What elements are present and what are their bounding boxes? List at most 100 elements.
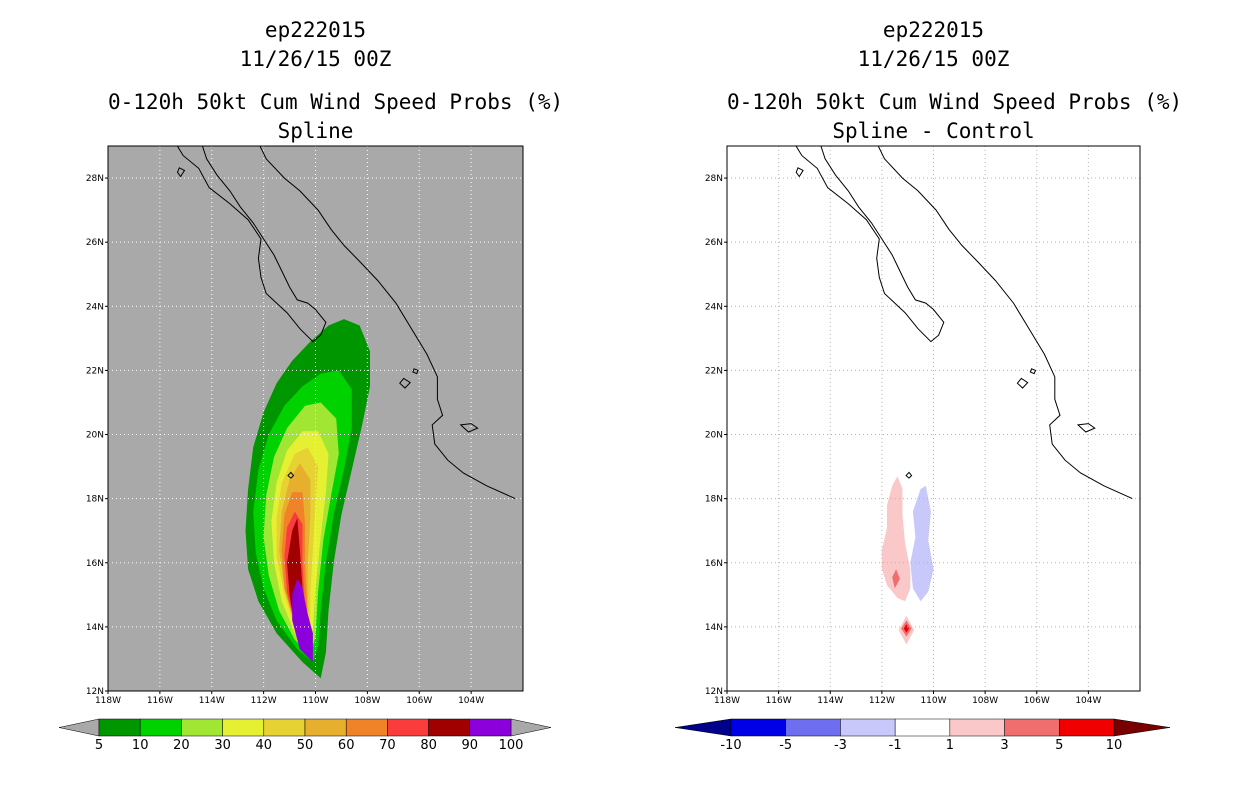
colorbar-low-arrow — [58, 718, 100, 737]
colorbar-swatch-4 — [263, 718, 306, 737]
y-tick-label: 22N — [86, 366, 104, 376]
colorbar-label: -3 — [834, 738, 847, 753]
y-tick-label: 18N — [705, 495, 723, 505]
colorbar-swatch-0 — [730, 718, 786, 737]
x-tick-label: 112W — [869, 696, 895, 706]
colorbar-label: 5 — [95, 738, 103, 753]
island-outline — [176, 167, 186, 178]
left-title: ep222015 11/26/15 00Z — [108, 16, 523, 74]
x-tick-label: 114W — [199, 696, 225, 706]
y-tick-label: 18N — [86, 495, 104, 505]
island-outline — [1029, 368, 1037, 375]
colorbar-swatch-1 — [139, 718, 182, 737]
contour-level-1-0 — [881, 476, 911, 602]
island-outline — [1076, 423, 1096, 433]
y-tick-label: 22N — [705, 366, 723, 376]
left-subtitle-line-2: Spline — [277, 119, 354, 143]
colorbar-label: 90 — [462, 738, 479, 753]
colorbar-label: 100 — [499, 738, 524, 753]
right-title-line-1: ep222015 — [882, 18, 985, 42]
colorbar-label: 10 — [1106, 738, 1123, 753]
y-tick-label: 26N — [86, 238, 104, 248]
right-subtitle: 0-120h 50kt Cum Wind Speed Probs (%) Spl… — [727, 88, 1183, 146]
colorbar-label: -1 — [889, 738, 902, 753]
colorbar-label: 5 — [1055, 738, 1063, 753]
colorbar-label: 10 — [132, 738, 149, 753]
colorbar-swatch-6 — [345, 718, 388, 737]
x-tick-label: 118W — [95, 696, 121, 706]
colorbar-swatch-3 — [894, 718, 951, 737]
colorbar-label: 60 — [338, 738, 355, 753]
colorbar-swatch-8 — [428, 718, 471, 737]
left-subtitle: 0-120h 50kt Cum Wind Speed Probs (%) Spl… — [108, 88, 564, 146]
colorbar-swatch-0 — [98, 718, 141, 737]
colorbar-swatch-7 — [387, 718, 429, 737]
colorbar-label: 50 — [297, 738, 314, 753]
coastline-mainland — [259, 146, 516, 500]
colorbar-swatch-5 — [304, 718, 347, 737]
colorbar-label: 40 — [256, 738, 273, 753]
colorbar-swatch-2 — [181, 718, 223, 737]
colorbar-label: 30 — [214, 738, 231, 753]
x-tick-label: 112W — [251, 696, 277, 706]
coastline-baja — [795, 146, 945, 343]
colorbar-swatch-1 — [785, 718, 841, 737]
y-tick-label: 24N — [705, 302, 723, 312]
x-tick-label: 108W — [354, 696, 380, 706]
y-tick-label: 26N — [705, 238, 723, 248]
y-tick-label: 24N — [86, 302, 104, 312]
island-outline — [905, 471, 913, 479]
x-tick-label: 104W — [1075, 696, 1101, 706]
contour-level-90-9 — [292, 578, 313, 663]
y-tick-label: 12N — [86, 687, 104, 697]
colorbar-swatch-2 — [840, 718, 896, 737]
colorbar-spline: 5 10 20 30 40 50 60 70 80 90 100 — [58, 718, 552, 753]
map-panel-spline: 118W 116W 114W 112W 110W 108W 106W 104W 12N 14N 16… — [86, 145, 524, 706]
island-outline — [287, 471, 295, 479]
left-subtitle-line-1: 0-120h 50kt Cum Wind Speed Probs (%) — [108, 90, 564, 114]
right-title-line-2: 11/26/15 00Z — [857, 47, 1010, 71]
island-outline — [459, 423, 479, 433]
y-tick-label: 16N — [705, 559, 723, 569]
colorbar-swatch-3 — [222, 718, 265, 737]
x-tick-label: 116W — [766, 696, 792, 706]
colorbar-swatch-4 — [949, 718, 1005, 737]
y-tick-label: 28N — [86, 174, 104, 184]
y-tick-label: 20N — [86, 431, 104, 441]
coastline-baja — [176, 146, 327, 343]
x-tick-label: 110W — [920, 696, 946, 706]
y-tick-label: 12N — [705, 687, 723, 697]
y-tick-label: 14N — [705, 623, 723, 633]
x-tick-label: 108W — [972, 696, 998, 706]
right-subtitle-line-1: 0-120h 50kt Cum Wind Speed Probs (%) — [727, 90, 1183, 114]
colorbar-label: 1 — [946, 738, 954, 753]
colorbar-swatch-5 — [1004, 718, 1060, 737]
colorbar-high-arrow — [1113, 718, 1171, 737]
colorbar-label: 80 — [420, 738, 437, 753]
island-outline — [795, 167, 804, 178]
colorbar-swatch-9 — [469, 718, 512, 737]
coastline-mainland — [877, 146, 1133, 500]
island-outline — [399, 377, 411, 389]
island-outline — [1016, 377, 1029, 389]
y-tick-label: 14N — [86, 623, 104, 633]
contour-level-3-2 — [892, 569, 900, 589]
colorbar-label: 20 — [173, 738, 190, 753]
y-tick-label: 16N — [86, 559, 104, 569]
y-tick-label: 20N — [705, 431, 723, 441]
x-tick-label: 114W — [817, 696, 843, 706]
colorbar-high-arrow — [510, 718, 552, 737]
contour-level-neg1-5 — [910, 485, 934, 602]
right-subtitle-line-2: Spline - Control — [832, 119, 1035, 143]
colorbar-label: -10 — [720, 738, 741, 753]
colorbar-swatch-6 — [1059, 718, 1115, 737]
x-tick-label: 104W — [458, 696, 484, 706]
left-title-line-1: ep222015 — [264, 18, 367, 42]
map-panel-spline-minus-control: 118W 116W 114W 112W 110W 108W 106W 104W 12N 14N 16… — [705, 145, 1141, 706]
x-tick-label: 106W — [406, 696, 432, 706]
colorbar-label: 70 — [379, 738, 396, 753]
colorbar-label: 3 — [1000, 738, 1008, 753]
island-outline — [412, 368, 419, 375]
right-title: ep222015 11/26/15 00Z — [727, 16, 1140, 74]
